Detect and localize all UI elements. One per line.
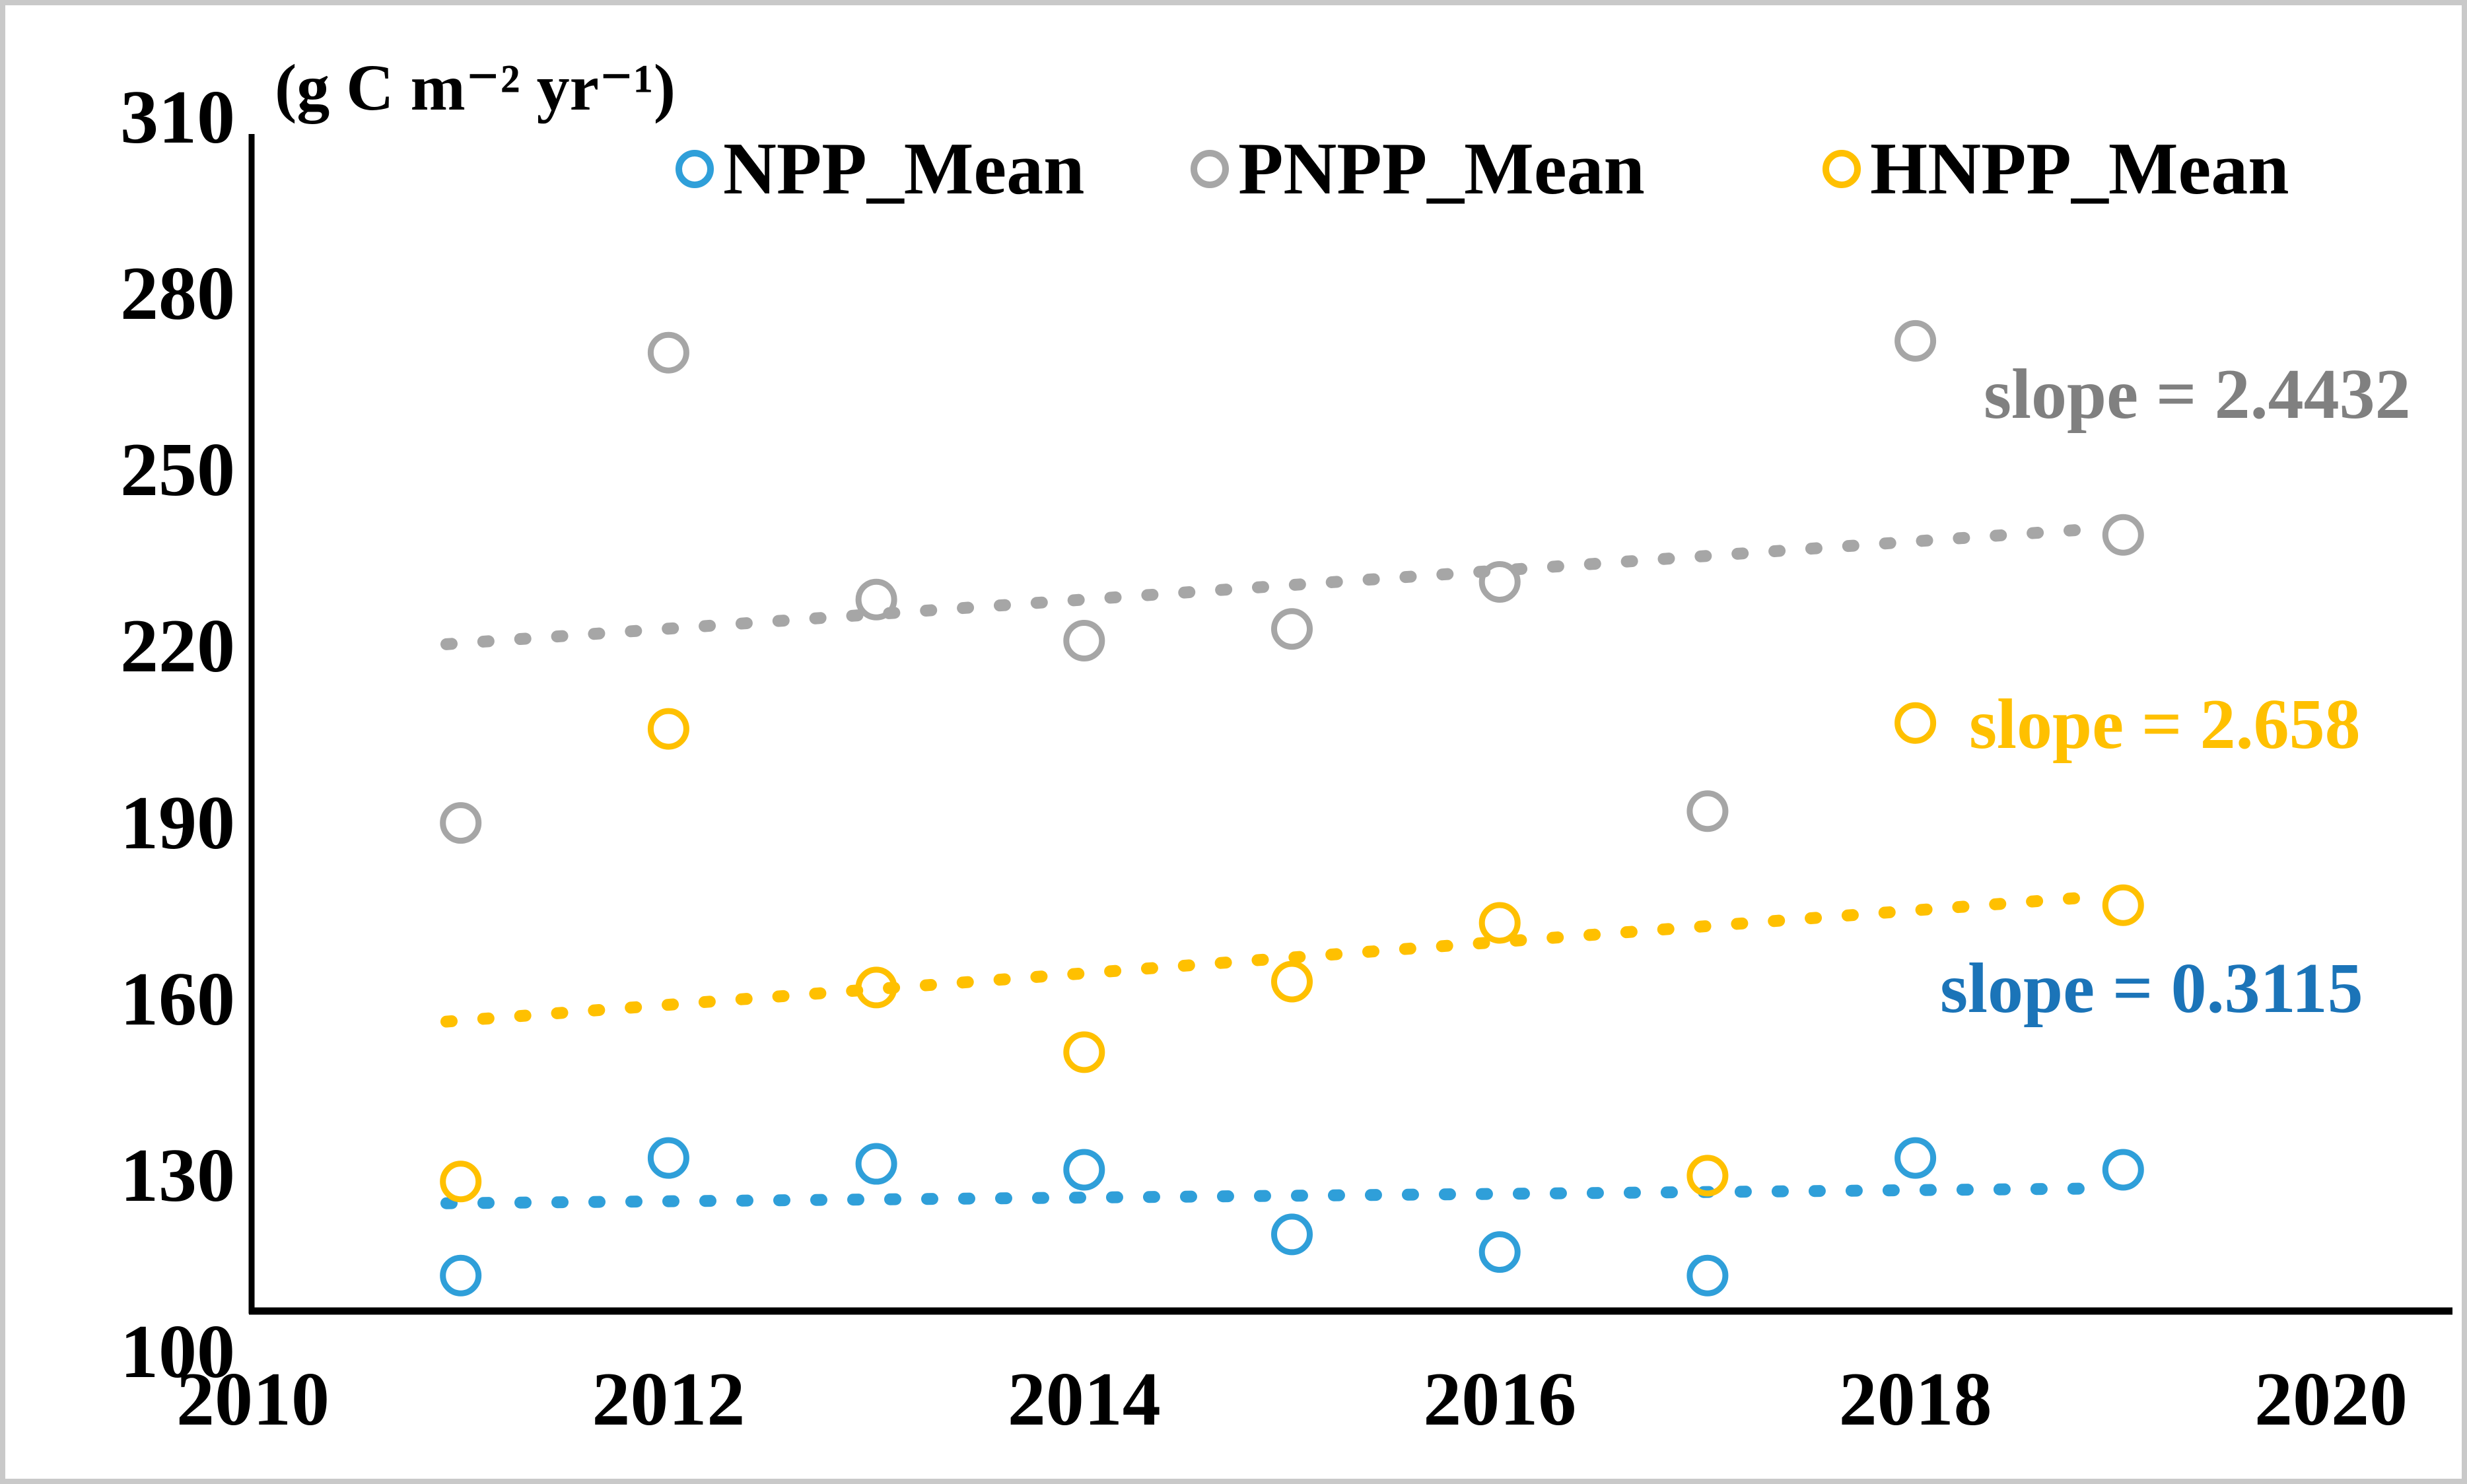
PNPP_Mean-point-2017 — [1686, 790, 1729, 832]
NPP_Mean-point-2019 — [2102, 1149, 2144, 1191]
legend-label-hnpp: HNPP_Mean — [1870, 128, 2289, 210]
HNPP_Mean-point-2012 — [647, 708, 689, 750]
x-tick-label-2012: 2012 — [592, 1357, 746, 1442]
PNPP_Mean-point-2012 — [647, 331, 689, 374]
y-axis-unit-label: (g C m⁻² yr⁻¹) — [275, 51, 676, 124]
pnpp-legend-marker-icon — [1191, 150, 1229, 188]
HNPP_Mean-trendline — [440, 891, 2098, 1028]
PNPP_Mean-point-2018 — [1894, 320, 1937, 362]
pnpp-slope-annotation: slope = 2.4432 — [1984, 355, 2411, 434]
HNPP_Mean-point-2014 — [1063, 1031, 1105, 1073]
y-tick-label-190: 190 — [120, 780, 235, 865]
y-tick-label-220: 220 — [120, 604, 235, 689]
NPP_Mean-point-2013 — [855, 1143, 897, 1185]
y-tick-label-160: 160 — [120, 957, 235, 1042]
HNPP_Mean-point-2018 — [1894, 702, 1937, 744]
legend-label-npp: NPP_Mean — [723, 128, 1085, 210]
PNPP_Mean-point-2015 — [1271, 608, 1313, 650]
plot-area — [248, 134, 2452, 1315]
NPP_Mean-point-2015 — [1271, 1213, 1313, 1256]
hnpp-slope-annotation: slope = 2.658 — [1969, 685, 2361, 764]
x-tick-label-2010: 2010 — [176, 1357, 330, 1442]
HNPP_Mean-point-2013 — [855, 966, 897, 1009]
legend-item-pnpp: PNPP_Mean — [1191, 123, 1645, 215]
HNPP_Mean-point-2019 — [2102, 884, 2144, 926]
NPP_Mean-trendline — [440, 1182, 2098, 1209]
legend-item-npp: NPP_Mean — [676, 123, 1084, 215]
x-tick-label-2020: 2020 — [2254, 1357, 2408, 1442]
x-tick-label-2016: 2016 — [1423, 1357, 1577, 1442]
npp-legend-marker-icon — [676, 150, 714, 188]
PNPP_Mean-point-2014 — [1063, 620, 1105, 662]
HNPP_Mean-point-2016 — [1478, 902, 1521, 944]
x-tick-label-2018: 2018 — [1838, 1357, 1992, 1442]
HNPP_Mean-point-2011 — [440, 1161, 482, 1203]
PNPP_Mean-point-2019 — [2102, 514, 2144, 556]
y-tick-label-100: 100 — [120, 1310, 235, 1394]
npp-slope-annotation: slope = 0.3115 — [1940, 949, 2363, 1028]
hnpp-legend-marker-icon — [1823, 150, 1861, 188]
y-tick-label-130: 130 — [120, 1133, 235, 1218]
NPP_Mean-point-2016 — [1478, 1231, 1521, 1273]
PNPP_Mean-trendline — [440, 523, 2098, 650]
HNPP_Mean-point-2015 — [1271, 961, 1313, 1003]
x-tick-label-2014: 2014 — [1007, 1357, 1161, 1442]
y-tick-label-250: 250 — [120, 428, 235, 513]
HNPP_Mean-point-2017 — [1686, 1155, 1729, 1197]
PNPP_Mean-point-2011 — [440, 802, 482, 844]
NPP_Mean-point-2018 — [1894, 1137, 1937, 1179]
PNPP_Mean-point-2016 — [1478, 560, 1521, 603]
y-tick-label-310: 310 — [120, 75, 235, 160]
legend-label-pnpp: PNPP_Mean — [1238, 128, 1645, 210]
y-tick-label-280: 280 — [120, 252, 235, 337]
NPP_Mean-point-2012 — [647, 1137, 689, 1179]
NPP_Mean-point-2017 — [1686, 1254, 1729, 1297]
PNPP_Mean-point-2013 — [855, 578, 897, 621]
NPP_Mean-point-2011 — [440, 1254, 482, 1297]
NPP_Mean-point-2014 — [1063, 1149, 1105, 1191]
legend-item-hnpp: HNPP_Mean — [1823, 123, 2289, 215]
